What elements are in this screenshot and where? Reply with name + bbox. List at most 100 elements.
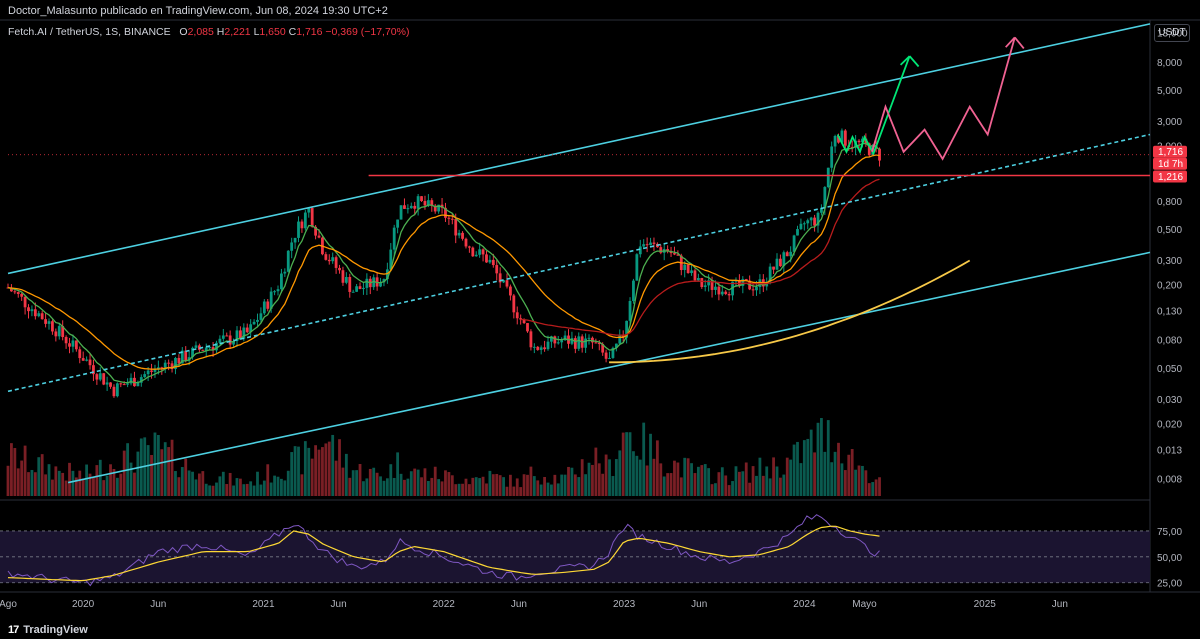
red-arrowhead-b [1014,36,1025,49]
overlays [7,23,1151,484]
candle-body [180,350,184,364]
volume-bar [642,422,646,496]
volume-bar [495,473,499,496]
volume-bar [611,476,615,496]
bullish-path-green [836,55,911,156]
volume-bar [830,462,834,496]
volume-bar [632,451,635,496]
candle-body [344,277,348,283]
volume-bar [570,467,574,496]
candle-body [710,280,714,290]
volume-bar [683,457,687,496]
volume-bar [673,460,676,496]
candle-body [88,359,92,366]
volume-bar [720,467,724,496]
candle-body [293,237,297,243]
volume-bar [724,475,728,496]
low-value: 1,650 [259,26,286,38]
volume-bar [813,452,816,496]
volume-bar [98,459,102,496]
volume-bar [341,467,345,496]
candle-body [372,277,376,288]
volume-bar [867,483,871,496]
volume-bar [755,475,758,496]
candle-body [632,280,635,301]
volume-bar [796,441,799,496]
volume-bar [109,464,112,496]
volume-bar [584,474,587,496]
volume-bar [163,442,167,496]
volume-bar [655,440,659,496]
volume-bar [334,460,338,496]
volume-bar [327,441,331,496]
candle-body [604,352,608,359]
volume-bar [878,477,881,496]
candle-body [813,217,816,226]
candle-body [669,251,673,254]
volume-bar [775,466,779,496]
candle-body [163,362,167,368]
volume-bar [430,477,434,496]
candle-body [850,146,854,148]
candle-body [351,291,355,293]
candle-body [724,291,728,294]
price-badge [1153,157,1187,170]
volume-bar [276,476,280,496]
volume-bar [88,473,92,496]
open-value: 2,085 [187,26,214,38]
volume-bar [249,481,253,496]
tradingview-brand[interactable]: 17 TradingView [8,623,88,637]
volume-bar [515,478,519,496]
currency-unit-button[interactable]: USDT [1154,24,1190,42]
candle-body [426,200,430,206]
price-tick-label: 8,000 [1157,58,1182,69]
volume-bar [409,471,413,496]
candle-body [218,338,222,343]
volume-bar [693,473,697,496]
candle-body [40,313,44,320]
volume-bar [659,463,663,496]
candle-body [382,279,386,283]
candle-body [239,330,242,339]
candle-body [826,167,830,188]
price-badge [1153,145,1187,158]
candle-body [635,254,639,281]
volume-bar [239,478,242,496]
candle-body [317,235,321,238]
candle-body [570,338,574,344]
volume-bar [403,479,406,496]
time-tick-label: 2025 [974,599,997,610]
candle-body [621,334,625,338]
candle-body [112,386,116,397]
candle-body [74,340,78,350]
volume-bar [365,478,369,496]
volume-bar [512,486,516,496]
candle-body [389,249,393,270]
volume-bar [68,462,71,496]
candle-body [539,347,543,350]
volume-bar [789,459,793,496]
volume-bar [225,484,229,496]
parabolic-curve [609,259,971,364]
candle-body [115,383,119,397]
volume-bar [317,449,321,496]
volume-bar [591,464,594,496]
volume-bar [594,447,598,496]
volume-bar [6,465,10,496]
volume-bar [382,480,386,496]
candle-body [403,205,406,209]
volume-bar [44,474,47,496]
channel-mid-line [7,133,1151,393]
volume-bar [122,450,126,496]
time-tick-label: 2024 [793,599,816,610]
symbol-name[interactable]: Fetch.AI / TetherUS, 1S, BINANCE [8,26,171,38]
candle-body [331,257,335,262]
candle-body [10,287,13,292]
time-tick-label: Jun [511,599,527,610]
candle-body [471,247,475,257]
volume-bar [194,479,198,496]
volume-bar [413,468,417,496]
volume-bar [874,479,878,496]
time-tick-label: 2023 [613,599,636,610]
